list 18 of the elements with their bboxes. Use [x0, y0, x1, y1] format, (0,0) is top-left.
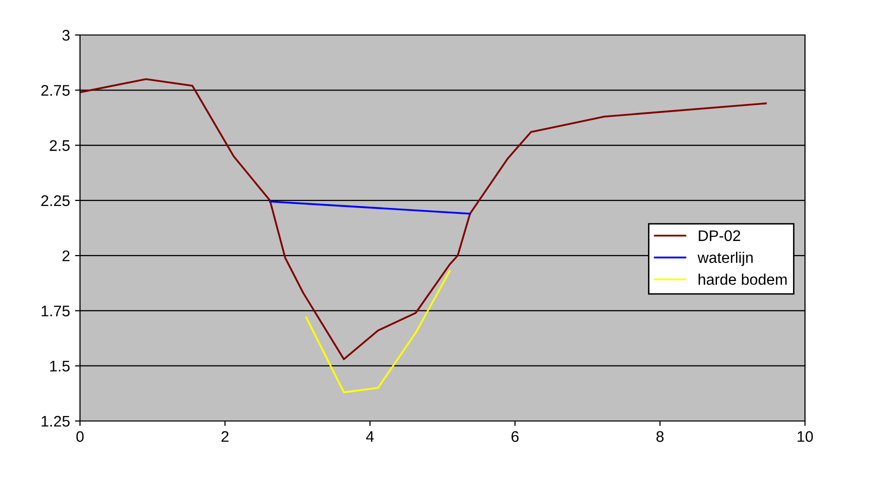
x-tick-label: 8: [656, 431, 664, 442]
x-tick-label: 0: [76, 431, 84, 442]
y-tick-label: 3: [62, 30, 70, 41]
y-tick-label: 1.25: [42, 416, 70, 427]
x-tick-label: 6: [512, 431, 519, 442]
x-tick-label: 10: [798, 431, 813, 442]
x-tick-label: 2: [222, 431, 228, 442]
legend-label: DP-02: [698, 230, 740, 242]
y-tick-label: 2: [62, 250, 70, 262]
y-tick-label: 2.25: [41, 195, 70, 206]
y-tick-label: 1.75: [42, 306, 70, 316]
y-tick-label: 1.5: [50, 360, 70, 372]
y-tick-label: 2.75: [41, 85, 70, 96]
x-tick-label: 4: [366, 431, 374, 442]
legend-label: harde bodem: [698, 274, 787, 285]
line-series: [305, 270, 451, 394]
legend-label: waterlijn: [698, 252, 753, 266]
y-tick-label: 2.5: [50, 140, 70, 151]
